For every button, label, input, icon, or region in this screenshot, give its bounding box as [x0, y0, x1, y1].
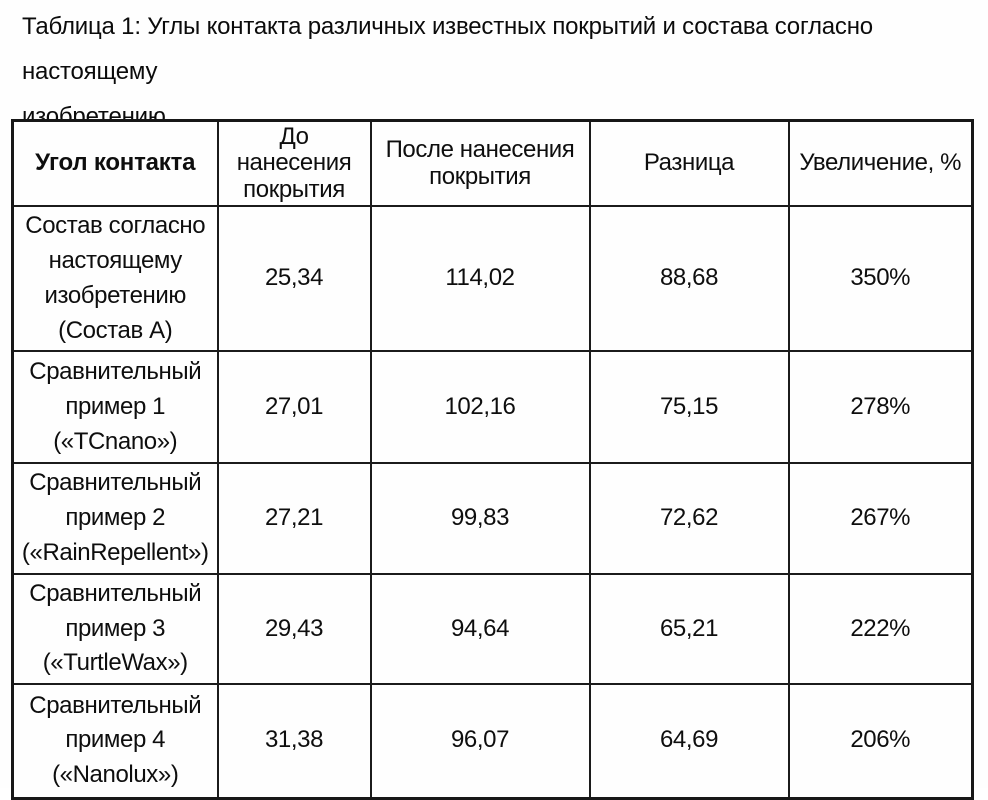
after-value-cell: 99,83	[369, 462, 591, 575]
after-value-cell: 96,07	[369, 683, 591, 800]
row-name-cell: Сравнительный пример 3 («TurtleWax»)	[11, 572, 219, 686]
table-row: Состав согласно настоящему изобретению (…	[11, 205, 974, 353]
header-increase-percent: Увеличение, %	[787, 119, 974, 208]
table-header-row: Угол контакта До нанесения покрытия Посл…	[11, 119, 974, 208]
header-before-coating: До нанесения покрытия	[216, 119, 372, 208]
table-row: Сравнительный пример 3 («TurtleWax») 29,…	[11, 572, 974, 686]
header-difference: Разница	[588, 119, 790, 208]
row-name-cell: Состав согласно настоящему изобретению (…	[11, 205, 219, 353]
before-value-cell: 27,01	[216, 350, 372, 465]
before-value-cell: 27,21	[216, 462, 372, 575]
before-value-cell: 31,38	[216, 683, 372, 800]
before-value-cell: 25,34	[216, 205, 372, 353]
before-value-cell: 29,43	[216, 572, 372, 686]
header-after-coating: После нанесения покрытия	[369, 119, 591, 208]
row-name-cell: Сравнительный пример 1 («TCnano»)	[11, 350, 219, 465]
increase-value-cell: 222%	[787, 572, 974, 686]
contact-angle-table: Угол контакта До нанесения покрытия Посл…	[11, 119, 974, 800]
increase-value-cell: 206%	[787, 683, 974, 800]
increase-value-cell: 278%	[787, 350, 974, 465]
row-name-cell: Сравнительный пример 2 («RainRepellent»)	[11, 462, 219, 575]
difference-value-cell: 65,21	[588, 572, 790, 686]
after-value-cell: 102,16	[369, 350, 591, 465]
header-contact-angle: Угол контакта	[11, 119, 219, 208]
after-value-cell: 114,02	[369, 205, 591, 353]
row-name-cell: Сравнительный пример 4 («Nanolux»)	[11, 683, 219, 800]
increase-value-cell: 267%	[787, 462, 974, 575]
table-caption: Таблица 1: Углы контакта различных извес…	[22, 13, 873, 130]
after-value-cell: 94,64	[369, 572, 591, 686]
difference-value-cell: 72,62	[588, 462, 790, 575]
difference-value-cell: 64,69	[588, 683, 790, 800]
table-row: Сравнительный пример 1 («TCnano») 27,01 …	[11, 350, 974, 465]
difference-value-cell: 88,68	[588, 205, 790, 353]
difference-value-cell: 75,15	[588, 350, 790, 465]
table-row: Сравнительный пример 4 («Nanolux») 31,38…	[11, 683, 974, 800]
table-row: Сравнительный пример 2 («RainRepellent»)…	[11, 462, 974, 575]
increase-value-cell: 350%	[787, 205, 974, 353]
